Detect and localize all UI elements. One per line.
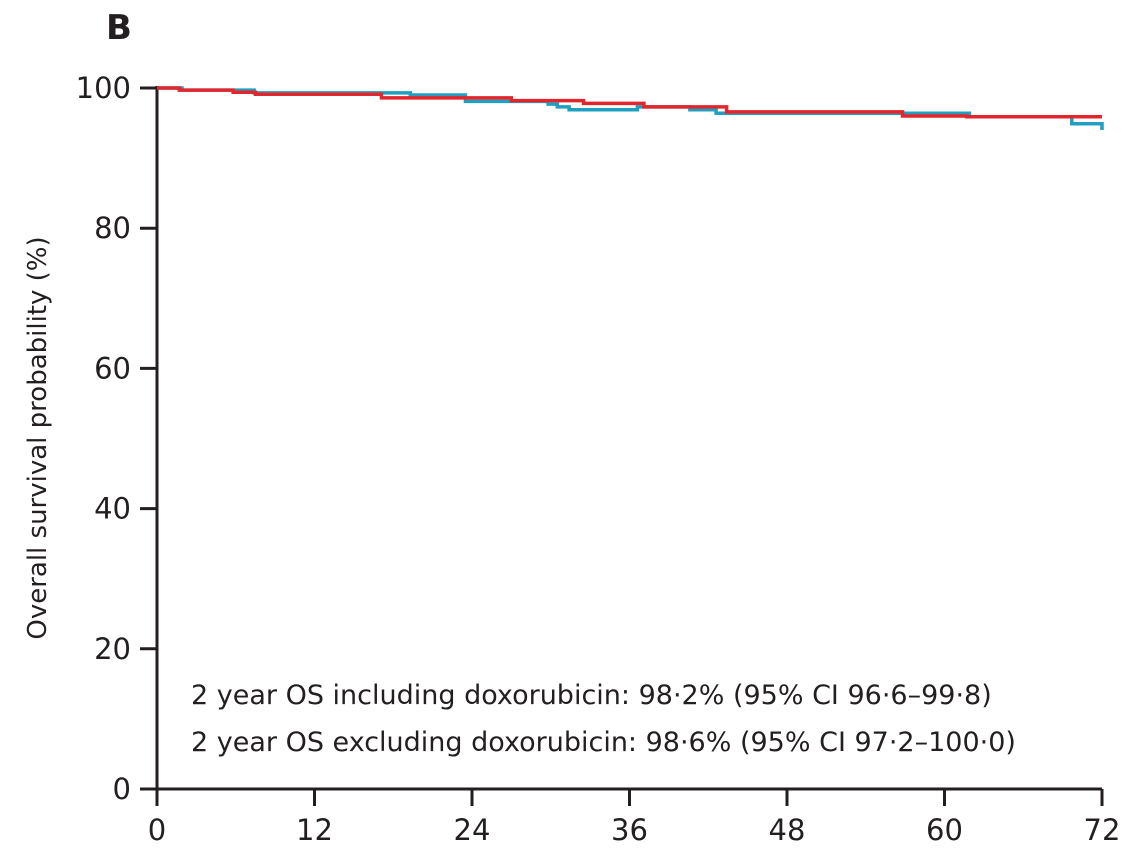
ticks: 0 12 24 36 48 60 72 0 20 40 60 80 100 bbox=[76, 71, 1121, 847]
x-tick-label: 60 bbox=[926, 813, 963, 847]
x-tick-label: 36 bbox=[611, 813, 648, 847]
y-tick-label: 0 bbox=[113, 772, 131, 806]
y-tick-label: 100 bbox=[76, 71, 131, 105]
x-tick-label: 48 bbox=[769, 813, 806, 847]
x-tick-label: 12 bbox=[296, 813, 333, 847]
x-tick-label: 72 bbox=[1084, 813, 1121, 847]
annotation-including-doxorubicin: 2 year OS including doxorubicin: 98·2% (… bbox=[191, 680, 992, 711]
y-tick-label: 40 bbox=[94, 492, 131, 526]
y-tick-label: 60 bbox=[94, 351, 131, 385]
series-line-red bbox=[157, 86, 1102, 119]
y-tick-label: 20 bbox=[94, 632, 131, 666]
x-tick-label: 0 bbox=[148, 813, 166, 847]
x-tick-label: 24 bbox=[454, 813, 491, 847]
y-tick-label: 80 bbox=[94, 211, 131, 245]
series-layer bbox=[157, 86, 1104, 131]
annotation-excluding-doxorubicin: 2 year OS excluding doxorubicin: 98·6% (… bbox=[191, 727, 1016, 758]
panel-label: B bbox=[106, 8, 132, 48]
